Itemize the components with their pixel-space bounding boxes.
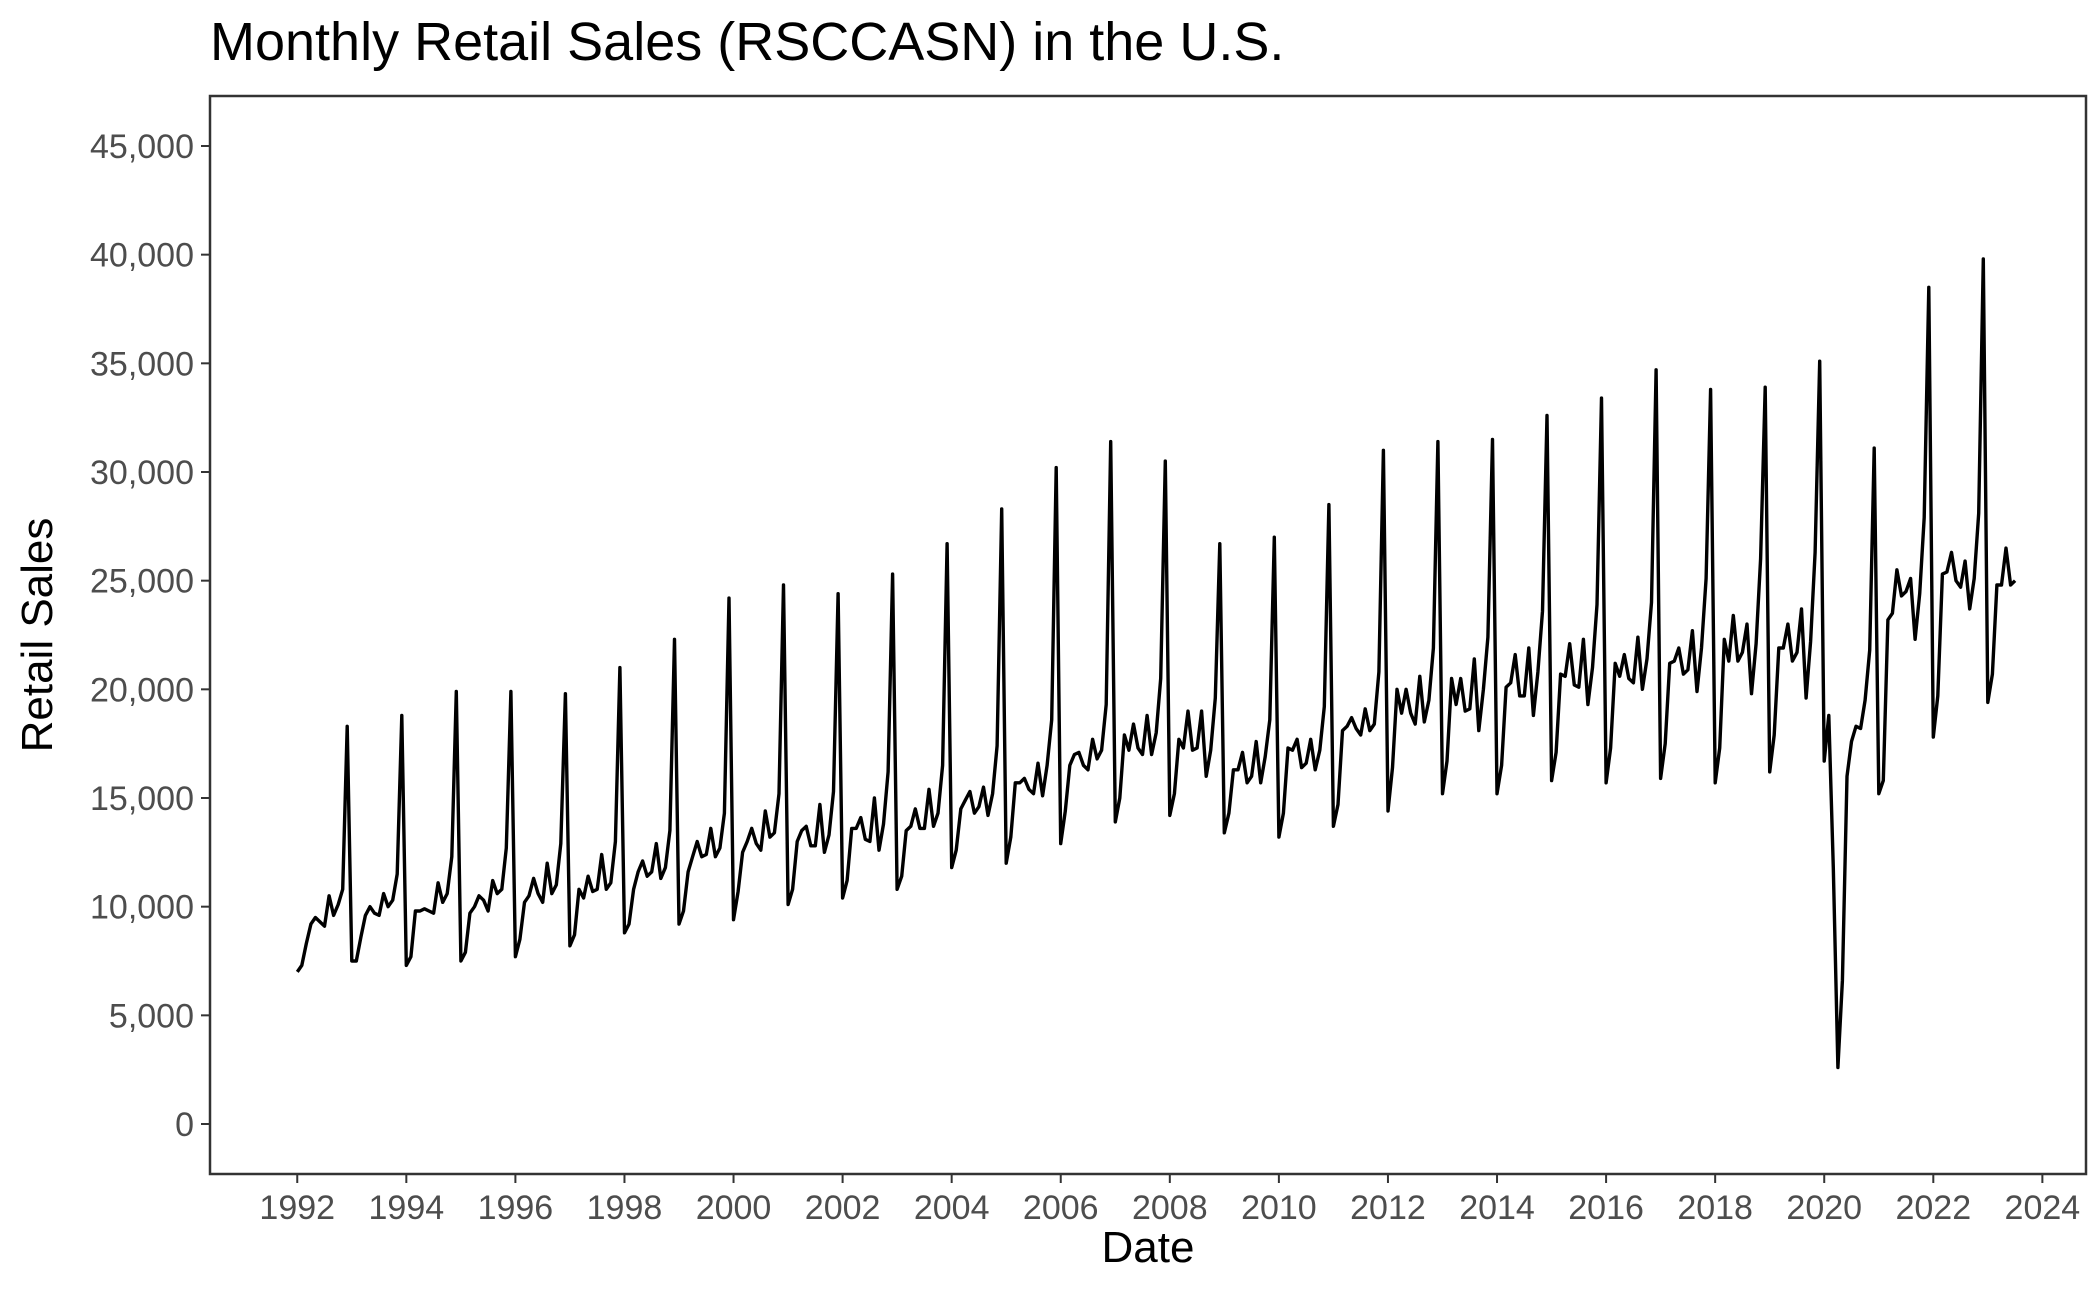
y-tick-label: 45,000 <box>90 128 194 166</box>
x-tick-label: 2006 <box>1023 1189 1099 1227</box>
x-tick-label: 2024 <box>2005 1189 2081 1227</box>
plot-panel <box>208 94 2088 1176</box>
x-axis: 1992 1994 1996 1998 2000 2002 2004 2006 2008 2010… <box>259 1174 2080 1227</box>
x-tick-label: 2020 <box>1786 1189 1862 1227</box>
x-tick-label: 2022 <box>1895 1189 1971 1227</box>
y-tick-label: 25,000 <box>90 563 194 601</box>
y-tick-label: 30,000 <box>90 454 194 492</box>
x-tick-label: 2018 <box>1677 1189 1753 1227</box>
y-tick-label: 35,000 <box>90 345 194 383</box>
x-tick-label: 1998 <box>587 1189 663 1227</box>
x-tick-label: 1996 <box>478 1189 554 1227</box>
x-tick-label: 2012 <box>1350 1189 1426 1227</box>
y-tick-label: 10,000 <box>90 889 194 927</box>
x-tick-label: 2016 <box>1568 1189 1644 1227</box>
y-axis-title: Retail Sales <box>13 518 62 753</box>
y-tick-label: 20,000 <box>90 671 194 709</box>
x-axis-title: Date <box>1102 1223 1195 1272</box>
x-tick-label: 1994 <box>369 1189 445 1227</box>
x-tick-label: 2010 <box>1241 1189 1317 1227</box>
y-axis: 0 5,000 10,000 15,000 20,000 25,000 30,000 35,0… <box>90 128 210 1144</box>
y-tick-label: 15,000 <box>90 780 194 818</box>
x-tick-label: 2000 <box>696 1189 772 1227</box>
x-tick-label: 1992 <box>259 1189 335 1227</box>
x-tick-label: 2004 <box>914 1189 990 1227</box>
chart-title: Monthly Retail Sales (RSCCASN) in the U.… <box>210 12 1284 72</box>
y-tick-label: 40,000 <box>90 237 194 275</box>
x-tick-label: 2008 <box>1132 1189 1208 1227</box>
x-tick-label: 2014 <box>1459 1189 1535 1227</box>
y-tick-label: 0 <box>175 1106 194 1144</box>
series-line <box>295 257 2017 1070</box>
y-tick-label: 5,000 <box>109 997 194 1035</box>
x-tick-label: 2002 <box>805 1189 881 1227</box>
